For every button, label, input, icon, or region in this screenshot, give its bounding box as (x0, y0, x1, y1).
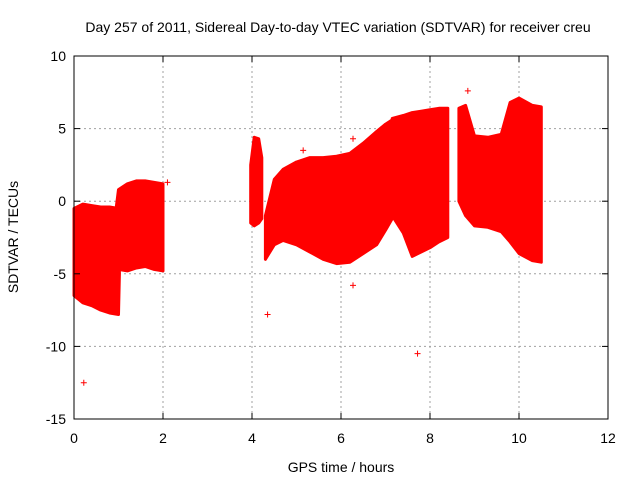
data-band (72, 202, 121, 316)
x-tick-label: 10 (511, 430, 527, 446)
x-tick-label: 2 (159, 430, 167, 446)
x-tick-label: 8 (426, 430, 434, 446)
y-tick-label: -10 (46, 338, 66, 354)
data-series (72, 87, 543, 386)
data-band (263, 118, 394, 266)
data-point (264, 311, 271, 318)
data-band (114, 179, 165, 276)
data-point (414, 350, 421, 357)
data-point (80, 379, 87, 386)
x-axis-label: GPS time / hours (288, 459, 395, 475)
data-point (164, 179, 171, 186)
data-point (300, 147, 307, 154)
y-tick-label: -15 (46, 411, 66, 427)
x-tick-label: 4 (248, 430, 256, 446)
y-tick-label: -5 (54, 266, 67, 282)
y-axis-label: SDTVAR / TECUs (5, 181, 21, 293)
y-tick-label: 5 (58, 121, 66, 137)
x-tick-label: 12 (600, 430, 616, 446)
data-point (464, 87, 471, 94)
y-tick-label: 10 (50, 48, 66, 64)
x-tick-label: 6 (337, 430, 345, 446)
data-point (350, 282, 357, 289)
y-tick-label: 0 (58, 193, 66, 209)
axis-ticks: 0 2 4 6 8 10 12 -15 -10 -5 0 5 10 (46, 48, 616, 446)
data-band (249, 135, 264, 228)
x-tick-label: 0 (70, 430, 78, 446)
data-point (350, 135, 357, 142)
data-band (457, 96, 543, 264)
chart-title: Day 257 of 2011, Sidereal Day-to-day VTE… (85, 19, 590, 35)
data-band (390, 106, 450, 258)
